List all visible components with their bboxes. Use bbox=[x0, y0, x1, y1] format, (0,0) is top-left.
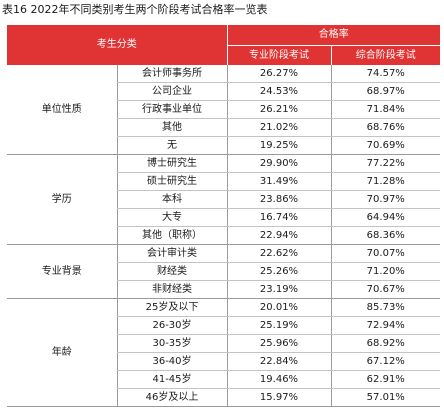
group-label: 学历 bbox=[7, 154, 117, 245]
table-row: 专业背景 会计审计类 22.62% 70.07% bbox=[7, 244, 440, 299]
table-row: 年龄 25岁及以下 20.01% 85.73% bbox=[7, 298, 440, 407]
stage1-rate: 22.94% bbox=[226, 226, 331, 245]
stage1-rate: 25.96% bbox=[226, 334, 331, 353]
table-row: 46岁及以上 15.97% 57.01% bbox=[7, 388, 440, 407]
row-category: 非财经类 bbox=[116, 280, 227, 299]
stage2-rate: 71.84% bbox=[330, 100, 440, 119]
table-row: 其他 21.02% 68.76% bbox=[7, 118, 440, 137]
table-row: 非财经类 23.19% 70.67% bbox=[7, 280, 440, 299]
stage1-rate: 22.62% bbox=[226, 244, 331, 263]
row-category: 26-30岁 bbox=[116, 316, 227, 335]
row-category: 其他 bbox=[116, 118, 227, 137]
stage2-rate: 70.07% bbox=[330, 244, 440, 263]
stage2-rate: 67.12% bbox=[330, 352, 440, 371]
group-label: 年龄 bbox=[7, 298, 117, 407]
stage2-rate: 68.92% bbox=[330, 334, 440, 353]
header-category: 考生分类 bbox=[7, 25, 228, 65]
table-row: 大专 16.74% 64.94% bbox=[7, 208, 440, 227]
row-category: 46岁及以上 bbox=[116, 388, 227, 407]
stage2-rate: 68.36% bbox=[330, 226, 440, 245]
table-row: 学历 博士研究生 29.90% 77.22% bbox=[7, 154, 440, 245]
stage2-rate: 62.91% bbox=[330, 370, 440, 389]
stage1-rate: 24.53% bbox=[226, 82, 331, 101]
header-pass-rate: 合格率 bbox=[227, 25, 440, 46]
row-category: 行政事业单位 bbox=[116, 100, 227, 119]
stage1-rate: 16.74% bbox=[226, 208, 331, 227]
row-category: 会计审计类 bbox=[116, 244, 227, 263]
stage2-rate: 70.67% bbox=[330, 280, 440, 299]
stage1-rate: 15.97% bbox=[226, 388, 331, 407]
row-category: 36-40岁 bbox=[116, 352, 227, 371]
row-category: 财经类 bbox=[116, 262, 227, 281]
row-category: 公司企业 bbox=[116, 82, 227, 101]
table-row: 36-40岁 22.84% 67.12% bbox=[7, 352, 440, 371]
stage2-rate: 74.57% bbox=[330, 65, 440, 83]
stage2-rate: 57.01% bbox=[330, 388, 440, 407]
stage2-rate: 68.76% bbox=[330, 118, 440, 137]
group-label: 专业背景 bbox=[7, 244, 117, 299]
stage2-rate: 70.97% bbox=[330, 190, 440, 209]
row-category: 41-45岁 bbox=[116, 370, 227, 389]
group-label: 单位性质 bbox=[7, 65, 117, 155]
header-stage1: 专业阶段考试 bbox=[227, 45, 332, 65]
table-row: 单位性质 会计师事务所 26.27% 74.57% bbox=[7, 65, 440, 155]
stage1-rate: 21.02% bbox=[226, 118, 331, 137]
row-category: 本科 bbox=[116, 190, 227, 209]
table-row: 本科 23.86% 70.97% bbox=[7, 190, 440, 209]
row-category: 会计师事务所 bbox=[116, 65, 227, 83]
table-row: 30-35岁 25.96% 68.92% bbox=[7, 334, 440, 353]
stage2-rate: 70.69% bbox=[330, 136, 440, 155]
table-row: 无 19.25% 70.69% bbox=[7, 136, 440, 155]
row-category: 硕士研究生 bbox=[116, 172, 227, 191]
stage2-rate: 72.94% bbox=[330, 316, 440, 335]
stage1-rate: 26.27% bbox=[226, 65, 331, 83]
table-row: 行政事业单位 26.21% 71.84% bbox=[7, 100, 440, 119]
row-category: 25岁及以下 bbox=[116, 298, 227, 317]
row-category: 无 bbox=[116, 136, 227, 155]
table-row: 26-30岁 25.19% 72.94% bbox=[7, 316, 440, 335]
table-header: 考生分类 合格率 专业阶段考试 综合阶段考试 bbox=[7, 25, 440, 65]
stage2-rate: 71.20% bbox=[330, 262, 440, 281]
pass-rate-table: 考生分类 合格率 专业阶段考试 综合阶段考试 单位性质 会计师事务所 26.27% 7… bbox=[7, 25, 440, 407]
stage2-rate: 71.28% bbox=[330, 172, 440, 191]
stage1-rate: 26.21% bbox=[226, 100, 331, 119]
table-body: 单位性质 会计师事务所 26.27% 74.57% 公司企业 24.53% 68.97% 行政… bbox=[7, 65, 440, 407]
row-category: 博士研究生 bbox=[116, 154, 227, 173]
stage1-rate: 25.19% bbox=[226, 316, 331, 335]
stage1-rate: 29.90% bbox=[226, 154, 331, 173]
stage1-rate: 23.19% bbox=[226, 280, 331, 299]
table-row: 硕士研究生 31.49% 71.28% bbox=[7, 172, 440, 191]
stage1-rate: 22.84% bbox=[226, 352, 331, 371]
header-stage2: 综合阶段考试 bbox=[331, 45, 440, 65]
stage1-rate: 23.86% bbox=[226, 190, 331, 209]
table-row: 财经类 25.26% 71.20% bbox=[7, 262, 440, 281]
row-category: 30-35岁 bbox=[116, 334, 227, 353]
stage1-rate: 19.25% bbox=[226, 136, 331, 155]
stage2-rate: 85.73% bbox=[330, 298, 440, 317]
row-category: 大专 bbox=[116, 208, 227, 227]
row-category: 其他（职称） bbox=[116, 226, 227, 245]
stage1-rate: 25.26% bbox=[226, 262, 331, 281]
table-caption: 表16 2022年不同类别考生两个阶段考试合格率一览表 bbox=[2, 3, 268, 16]
stage1-rate: 31.49% bbox=[226, 172, 331, 191]
stage1-rate: 20.01% bbox=[226, 298, 331, 317]
table-row: 其他（职称） 22.94% 68.36% bbox=[7, 226, 440, 245]
table-row: 公司企业 24.53% 68.97% bbox=[7, 82, 440, 101]
stage2-rate: 64.94% bbox=[330, 208, 440, 227]
stage2-rate: 68.97% bbox=[330, 82, 440, 101]
table-row: 41-45岁 19.46% 62.91% bbox=[7, 370, 440, 389]
stage2-rate: 77.22% bbox=[330, 154, 440, 173]
stage1-rate: 19.46% bbox=[226, 370, 331, 389]
